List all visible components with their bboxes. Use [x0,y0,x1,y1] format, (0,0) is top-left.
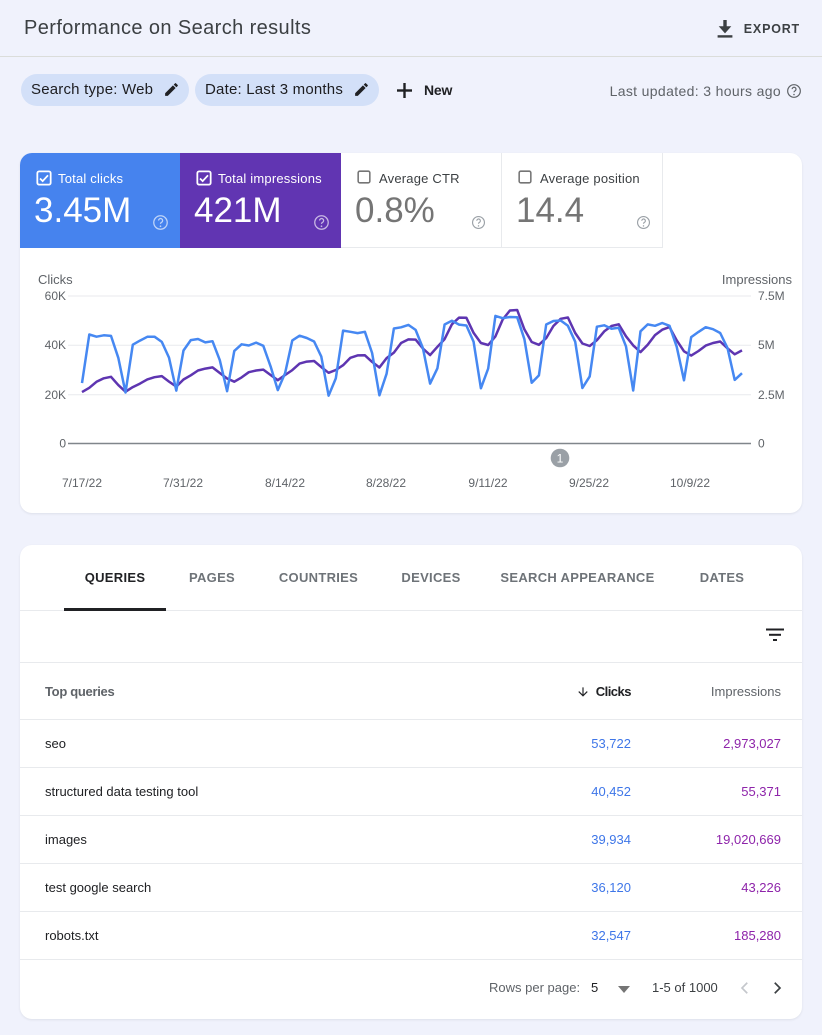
svg-text:1: 1 [557,452,564,466]
svg-text:Impressions: Impressions [722,272,793,287]
svg-text:40K: 40K [45,338,66,352]
svg-text:9/11/22: 9/11/22 [468,476,507,490]
svg-text:0: 0 [59,437,66,451]
svg-text:2.5M: 2.5M [758,388,785,402]
svg-text:10/9/22: 10/9/22 [670,476,710,490]
svg-text:7/17/22: 7/17/22 [62,476,102,490]
svg-text:8/28/22: 8/28/22 [366,476,406,490]
svg-text:7/31/22: 7/31/22 [163,476,203,490]
svg-text:20K: 20K [45,388,66,402]
svg-text:8/14/22: 8/14/22 [265,476,305,490]
svg-text:0: 0 [758,437,765,451]
svg-text:7.5M: 7.5M [758,289,785,303]
svg-text:60K: 60K [45,289,66,303]
svg-text:9/25/22: 9/25/22 [569,476,609,490]
svg-text:Clicks: Clicks [38,272,73,287]
svg-text:5M: 5M [758,338,775,352]
